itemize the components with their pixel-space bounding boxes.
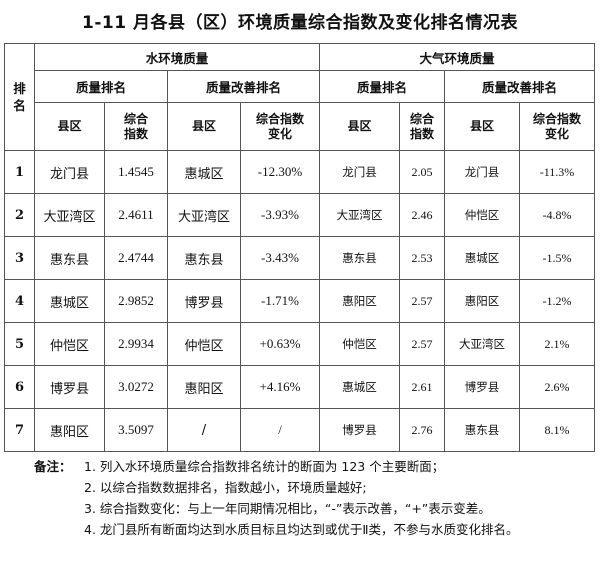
water-quality-rank-header: 质量排名 bbox=[34, 70, 168, 103]
table-row: 2 大亚湾区 2.4611 大亚湾区 -3.93% 大亚湾区 2.46 仲恺区 … bbox=[4, 193, 596, 237]
air-quality-county: 龙门县 bbox=[319, 150, 401, 194]
air-improve-change: 2.1% bbox=[519, 322, 596, 366]
col-index-change: 综合指数变化 bbox=[519, 102, 596, 151]
air-quality-index: 2.46 bbox=[399, 193, 446, 237]
water-quality-index: 1.4545 bbox=[104, 150, 168, 194]
air-improve-county: 大亚湾区 bbox=[444, 322, 521, 366]
water-improve-county: / bbox=[167, 408, 241, 452]
water-improve-county: 惠阳区 bbox=[167, 365, 241, 409]
water-quality-county: 仲恺区 bbox=[34, 322, 105, 366]
col-county: 县区 bbox=[34, 102, 105, 151]
air-quality-county: 大亚湾区 bbox=[319, 193, 401, 237]
water-improve-county: 惠城区 bbox=[167, 150, 241, 194]
water-improve-county: 博罗县 bbox=[167, 279, 241, 323]
water-improve-change: -12.30% bbox=[239, 150, 321, 194]
col-county: 县区 bbox=[319, 102, 401, 151]
water-quality-county: 惠东县 bbox=[34, 236, 105, 280]
air-improve-change: -4.8% bbox=[519, 193, 596, 237]
notes-section: 备注： 1. 列入水环境质量综合指数排名统计的断面为 123 个主要断面； 2.… bbox=[34, 456, 594, 540]
water-quality-index: 3.5097 bbox=[104, 408, 168, 452]
air-quality-county: 惠城区 bbox=[319, 365, 401, 409]
water-improve-change: +0.63% bbox=[239, 322, 321, 366]
water-quality-county: 大亚湾区 bbox=[34, 193, 105, 237]
water-improve-change: / bbox=[239, 408, 321, 452]
water-quality-county: 龙门县 bbox=[34, 150, 105, 194]
note-text: 1. 列入水环境质量综合指数排名统计的断面为 123 个主要断面； bbox=[84, 459, 445, 474]
water-improve-county: 大亚湾区 bbox=[167, 193, 241, 237]
ranking-table: 排名 水环境质量 大气环境质量 质量排名 质量改善排名 质量排名 质量改善排名 … bbox=[4, 43, 596, 452]
air-quality-index: 2.05 bbox=[399, 150, 446, 194]
air-improve-county: 仲恺区 bbox=[444, 193, 521, 237]
table-row: 4 惠城区 2.9852 博罗县 -1.71% 惠阳区 2.57 惠阳区 -1.… bbox=[4, 279, 596, 323]
air-improve-county: 惠东县 bbox=[444, 408, 521, 452]
water-quality-header: 水环境质量 bbox=[33, 43, 321, 71]
table-row: 3 惠东县 2.4744 惠东县 -3.43% 惠东县 2.53 惠城区 -1.… bbox=[4, 236, 596, 280]
air-quality-county: 惠东县 bbox=[319, 236, 401, 280]
water-quality-index: 2.9852 bbox=[104, 279, 168, 323]
air-quality-index: 2.57 bbox=[399, 322, 446, 366]
table-row: 7 惠阳区 3.5097 / / 博罗县 2.76 惠东县 8.1% bbox=[4, 408, 596, 452]
note-item: 2. 以综合指数数据排名，指数越小，环境质量越好; bbox=[84, 480, 367, 495]
air-quality-county: 仲恺区 bbox=[319, 322, 401, 366]
table-row: 1 龙门县 1.4545 惠城区 -12.30% 龙门县 2.05 龙门县 -1… bbox=[4, 150, 596, 194]
water-improve-county: 惠东县 bbox=[167, 236, 241, 280]
water-quality-county: 惠阳区 bbox=[34, 408, 105, 452]
rank-header: 排名 bbox=[4, 43, 35, 151]
note-item: 备注： 1. 列入水环境质量综合指数排名统计的断面为 123 个主要断面； bbox=[34, 456, 594, 477]
air-improve-change: -1.5% bbox=[519, 236, 596, 280]
table-row: 5 仲恺区 2.9934 仲恺区 +0.63% 仲恺区 2.57 大亚湾区 2.… bbox=[4, 322, 596, 366]
col-index: 综合指数 bbox=[104, 102, 168, 151]
air-improve-county: 博罗县 bbox=[444, 365, 521, 409]
page-title: 1-11 月各县（区）环境质量综合指数及变化排名情况表 bbox=[82, 13, 518, 33]
air-quality-index: 2.57 bbox=[399, 279, 446, 323]
rank-cell: 3 bbox=[4, 236, 35, 280]
rank-cell: 6 bbox=[4, 365, 35, 409]
rank-cell: 1 bbox=[4, 150, 35, 194]
air-quality-header: 大气环境质量 bbox=[319, 43, 596, 71]
col-county: 县区 bbox=[167, 102, 241, 151]
air-improve-change: -1.2% bbox=[519, 279, 596, 323]
water-quality-index: 3.0272 bbox=[104, 365, 168, 409]
water-quality-index: 2.9934 bbox=[104, 322, 168, 366]
water-improve-change: -3.43% bbox=[239, 236, 321, 280]
air-quality-rank-header: 质量排名 bbox=[319, 70, 446, 103]
water-quality-county: 惠城区 bbox=[34, 279, 105, 323]
note-item: 4. 龙门县所有断面均达到水质目标且均达到或优于Ⅱ类，不参与水质变化排名。 bbox=[84, 522, 519, 537]
water-improve-county: 仲恺区 bbox=[167, 322, 241, 366]
air-quality-index: 2.61 bbox=[399, 365, 446, 409]
water-improve-change: +4.16% bbox=[239, 365, 321, 409]
air-improve-change: -11.3% bbox=[519, 150, 596, 194]
rank-cell: 2 bbox=[4, 193, 35, 237]
rank-cell: 4 bbox=[4, 279, 35, 323]
air-quality-county: 惠阳区 bbox=[319, 279, 401, 323]
air-improve-change: 2.6% bbox=[519, 365, 596, 409]
water-improve-rank-header: 质量改善排名 bbox=[166, 70, 321, 103]
air-improve-county: 惠阳区 bbox=[444, 279, 521, 323]
water-improve-change: -1.71% bbox=[239, 279, 321, 323]
air-improve-change: 8.1% bbox=[519, 408, 596, 452]
col-index: 综合指数 bbox=[399, 102, 446, 151]
air-improve-county: 惠城区 bbox=[444, 236, 521, 280]
col-index-change: 综合指数变化 bbox=[239, 102, 321, 151]
rank-cell: 7 bbox=[4, 408, 35, 452]
rank-cell: 5 bbox=[4, 322, 35, 366]
air-improve-county: 龙门县 bbox=[444, 150, 521, 194]
col-county: 县区 bbox=[444, 102, 521, 151]
air-quality-county: 博罗县 bbox=[319, 408, 401, 452]
water-improve-change: -3.93% bbox=[239, 193, 321, 237]
air-quality-index: 2.76 bbox=[399, 408, 446, 452]
notes-label: 备注： bbox=[34, 459, 72, 474]
water-quality-index: 2.4611 bbox=[104, 193, 168, 237]
water-quality-county: 博罗县 bbox=[34, 365, 105, 409]
table-row: 6 博罗县 3.0272 惠阳区 +4.16% 惠城区 2.61 博罗县 2.6… bbox=[4, 365, 596, 409]
note-item: 3. 综合指数变化：与上一年同期情况相比，“-”表示改善，“+”表示变差。 bbox=[84, 501, 491, 516]
air-quality-index: 2.53 bbox=[399, 236, 446, 280]
water-quality-index: 2.4744 bbox=[104, 236, 168, 280]
air-improve-rank-header: 质量改善排名 bbox=[444, 70, 596, 103]
